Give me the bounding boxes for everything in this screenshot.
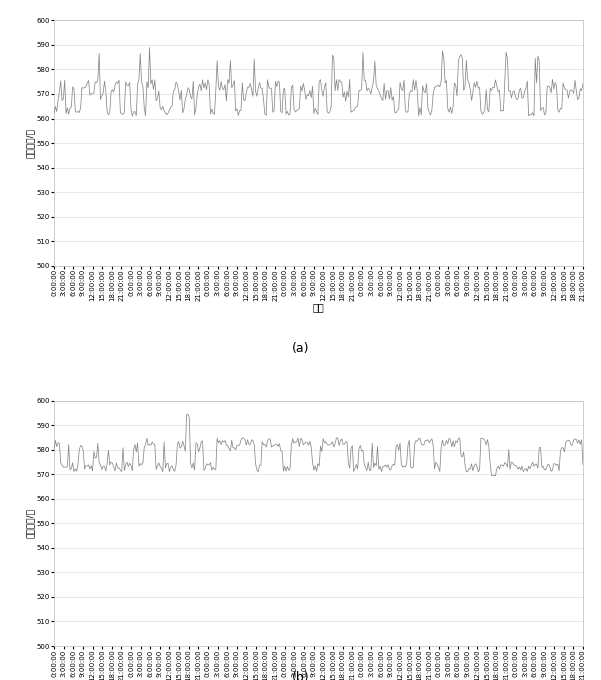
Text: (a): (a) — [291, 341, 310, 355]
Y-axis label: 输出电压/妃: 输出电压/妃 — [26, 509, 35, 539]
Text: (b): (b) — [291, 671, 310, 680]
Y-axis label: 输出电压/妃: 输出电压/妃 — [26, 128, 35, 158]
X-axis label: 时间: 时间 — [313, 303, 325, 312]
